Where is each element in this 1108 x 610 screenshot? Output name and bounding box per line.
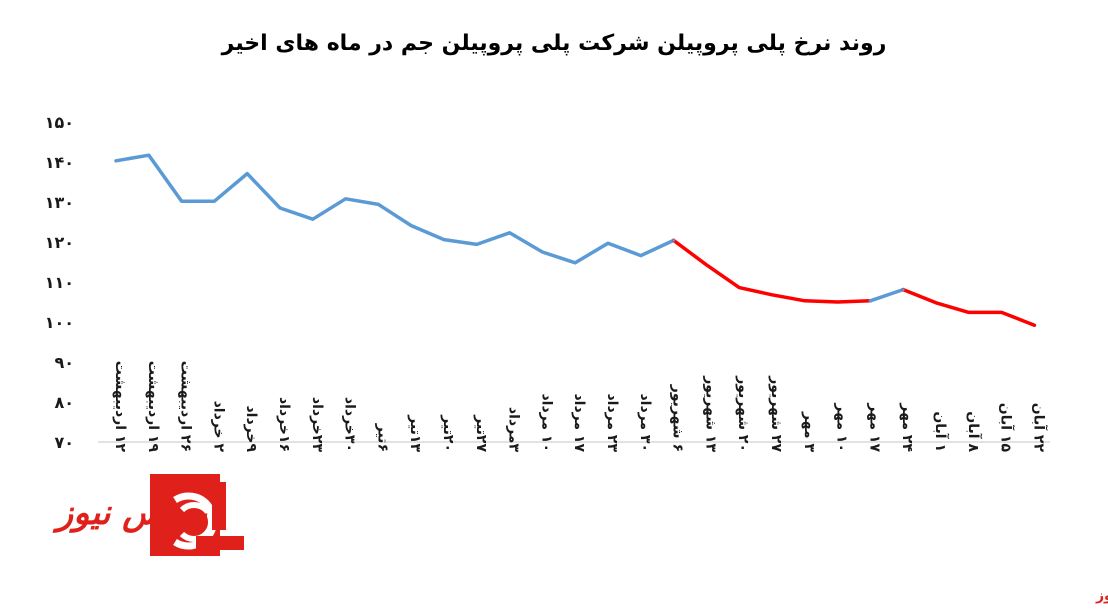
x-tick-label: ۶تیر — [374, 423, 390, 452]
x-tick-label: ۳۰ مرداد — [637, 393, 653, 452]
data-point — [180, 199, 184, 203]
logo-mark — [150, 474, 244, 556]
y-tick-label: ۱۵۰ — [45, 113, 74, 132]
x-tick-label: ۲۳خرداد — [309, 397, 325, 453]
logo-text: بورس نیوز — [52, 493, 208, 533]
data-point — [114, 159, 118, 163]
x-tick-label: ۲۷تیر — [473, 414, 489, 452]
y-tick-label: ۷۰ — [54, 433, 74, 452]
x-tick-label: ۳مرداد — [506, 407, 522, 453]
line-segment — [671, 238, 873, 304]
x-tick-label: ۲۰تیر — [440, 414, 456, 452]
x-tick-label: ۲۴ مهر — [899, 402, 915, 452]
y-tick-label: ۱۳۰ — [45, 193, 74, 212]
data-point — [541, 250, 544, 254]
x-tick-label: ۱۷ مرداد — [571, 393, 587, 452]
data-point — [1000, 311, 1003, 314]
data-point — [967, 311, 971, 314]
data-point — [803, 299, 807, 303]
data-point — [278, 206, 282, 210]
line-segment — [868, 287, 905, 303]
data-point — [705, 263, 708, 267]
data-point — [442, 238, 446, 242]
x-tick-label: ۱۷ مهر — [866, 402, 882, 452]
x-tick-label: ۳۰خرداد — [342, 397, 358, 452]
data-point — [770, 293, 774, 297]
x-tick-label: ۱۶خرداد — [276, 397, 292, 452]
x-tick-label: ۱۰ مرداد — [538, 393, 554, 452]
x-tick-label: ۱۳تیر — [407, 414, 423, 452]
line-series — [114, 153, 1037, 327]
x-tick-label: ۸ آبان — [965, 411, 983, 452]
data-point — [147, 153, 151, 157]
y-tick-label: ۱۰۰ — [45, 313, 74, 332]
data-point — [377, 203, 380, 206]
chart-title: روند نرخ پلی پروپیلن شرکت پلی پروپیلن جم… — [221, 31, 887, 56]
data-point — [344, 197, 347, 201]
data-point — [639, 254, 643, 257]
source-label: بورس نیوز — [1095, 588, 1108, 604]
data-point — [245, 172, 249, 176]
x-tick-label: ۹خرداد — [243, 405, 259, 452]
line-segment — [114, 153, 676, 265]
data-point — [409, 224, 413, 228]
data-point — [869, 299, 872, 303]
data-point — [606, 241, 610, 245]
data-point — [836, 300, 839, 304]
x-tick-label: ۲۷ شهریور — [768, 375, 784, 452]
data-point — [475, 243, 479, 246]
x-tick-label: ۱ آبان — [932, 411, 950, 452]
data-point — [672, 239, 675, 242]
brand-logo: بورس نیوز — [52, 474, 244, 556]
x-tick-label: ۱۰ مهر — [834, 402, 850, 452]
line-segment — [901, 287, 1037, 327]
x-tick-label: ۱۵ آبان — [998, 403, 1016, 453]
y-tick-label: ۱۱۰ — [45, 273, 74, 292]
y-axis-ticks: ۷۰ ۸۰ ۹۰ ۱۰۰ ۱۱۰ ۱۲۰ ۱۳۰ ۱۴۰ ۱۵۰ — [45, 113, 74, 452]
data-point — [213, 199, 216, 203]
x-tick-label: ۲۶ اردیبهشت — [178, 361, 194, 452]
x-tick-label: ۱۹ اردیبهشت — [145, 361, 161, 453]
x-tick-label: ۲ خرداد — [210, 401, 226, 453]
data-point — [508, 231, 511, 235]
y-tick-label: ۹۰ — [54, 353, 74, 372]
x-tick-label: ۳ مهر — [801, 411, 817, 453]
data-point — [311, 217, 315, 221]
data-point — [901, 288, 905, 291]
x-tick-label: ۶ شهریور — [670, 384, 686, 452]
y-tick-label: ۱۲۰ — [45, 233, 74, 252]
x-axis-ticks: ۱۲ اردیبهشت ۱۹ اردیبهشت ۲۶ اردیبهشت ۲ خرداد… — [112, 361, 1048, 453]
data-point — [934, 301, 938, 305]
data-point — [1033, 323, 1036, 327]
x-tick-label: ۱۲ اردیبهشت — [112, 361, 128, 453]
x-tick-label: ۲۰ شهریور — [735, 375, 751, 452]
y-tick-label: ۸۰ — [54, 393, 74, 412]
y-tick-label: ۱۴۰ — [45, 153, 74, 172]
x-tick-label: ۱۳ شهریور — [702, 375, 718, 452]
data-point — [737, 286, 741, 289]
data-point — [573, 261, 577, 265]
x-tick-label: ۲۲ آبان — [1030, 403, 1048, 453]
x-tick-label: ۲۳ مرداد — [604, 393, 620, 452]
